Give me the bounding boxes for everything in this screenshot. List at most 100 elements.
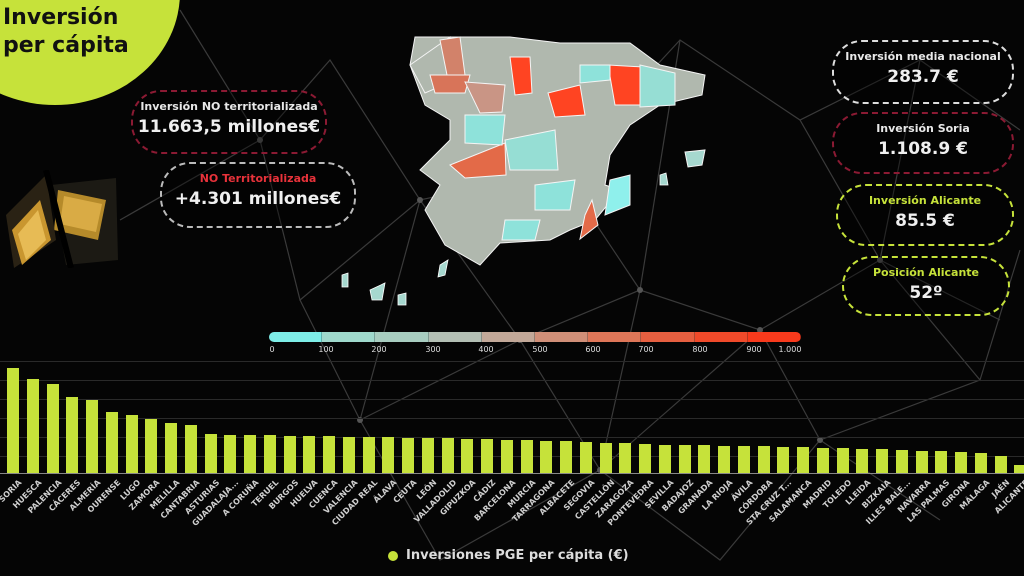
- gridline: [0, 418, 1024, 419]
- kpi-no-territorializada-delta: NO Territorializada +4.301 millones€: [160, 162, 356, 228]
- scale-step: [588, 332, 642, 342]
- title-line-2: per cápita: [3, 33, 129, 58]
- spain-province-map[interactable]: [330, 25, 740, 315]
- map-scale-ticks: 0 100 200 300 400 500 600 700 800 900 1.…: [262, 345, 807, 357]
- bar[interactable]: [362, 437, 375, 473]
- bar[interactable]: [560, 441, 572, 473]
- bar[interactable]: [263, 435, 276, 473]
- bar[interactable]: [915, 451, 928, 473]
- bar[interactable]: [66, 397, 79, 473]
- scale-step: [641, 332, 695, 342]
- kpi-label: Posición Alicante: [873, 266, 979, 279]
- bar[interactable]: [797, 447, 809, 473]
- scale-step: [747, 332, 801, 342]
- bar[interactable]: [481, 439, 493, 473]
- bar[interactable]: [1014, 465, 1024, 473]
- bar[interactable]: [816, 448, 829, 473]
- scale-tick: 700: [638, 345, 654, 354]
- bar[interactable]: [718, 446, 730, 473]
- scale-tick: 300: [425, 345, 441, 354]
- bar[interactable]: [184, 425, 197, 473]
- bar[interactable]: [421, 438, 434, 473]
- scale-step: [481, 332, 536, 342]
- bar[interactable]: [935, 451, 948, 473]
- kpi-value: 11.663,5 millones€: [137, 117, 321, 137]
- x-axis-labels: SORIA HUESCA PALENCIA CÁCERES ALMERÍA OURENSE…: [0, 476, 1024, 546]
- bar[interactable]: [658, 445, 671, 473]
- gridline: [0, 399, 1024, 400]
- bar[interactable]: [777, 447, 790, 473]
- bar[interactable]: [955, 452, 967, 473]
- kpi-no-territorializada: Inversión NO territorializada 11.663,5 m…: [131, 90, 327, 154]
- kpi-posicion-alicante: Posición Alicante 52º: [842, 256, 1010, 316]
- bar[interactable]: [500, 440, 513, 473]
- bar[interactable]: [678, 445, 691, 473]
- kpi-label: Inversión NO territorializada: [140, 100, 318, 113]
- scale-step: [322, 332, 376, 342]
- bar-chart: [0, 355, 1024, 475]
- bar[interactable]: [737, 446, 750, 473]
- bar[interactable]: [757, 446, 770, 473]
- bar[interactable]: [619, 443, 632, 473]
- kpi-media-nacional: Inversión media nacional 283.7 €: [832, 40, 1014, 104]
- title-line-1: Inversión: [3, 5, 119, 30]
- kpi-value: 85.5 €: [895, 211, 955, 231]
- bar[interactable]: [974, 453, 987, 473]
- scale-tick: 400: [478, 345, 494, 354]
- bar[interactable]: [165, 423, 177, 473]
- bar[interactable]: [639, 444, 651, 473]
- bar[interactable]: [204, 434, 217, 473]
- bar[interactable]: [520, 440, 533, 473]
- bar[interactable]: [698, 445, 711, 473]
- bar[interactable]: [540, 441, 553, 473]
- bar[interactable]: [836, 448, 849, 473]
- scale-tick: 900: [746, 345, 762, 354]
- scale-step: [694, 332, 748, 342]
- kpi-label: NO Territorializada: [199, 172, 317, 185]
- bar[interactable]: [382, 437, 395, 473]
- bar[interactable]: [86, 400, 98, 473]
- kpi-value: +4.301 millones€: [174, 189, 342, 209]
- bar[interactable]: [7, 368, 19, 473]
- kpi-label: Inversión Alicante: [868, 194, 982, 207]
- gridline: [0, 361, 1024, 362]
- kpi-soria: Inversión Soria 1.108.9 €: [832, 112, 1014, 174]
- scale-tick: 800: [692, 345, 708, 354]
- bar[interactable]: [145, 419, 158, 473]
- bar[interactable]: [244, 435, 256, 473]
- page-title: Inversión per cápita: [3, 4, 129, 60]
- gridline: [0, 380, 1024, 381]
- bar[interactable]: [224, 435, 237, 473]
- bar[interactable]: [599, 443, 612, 473]
- scale-tick: 200: [371, 345, 387, 354]
- map-color-scale: [269, 332, 801, 342]
- bar[interactable]: [303, 436, 316, 473]
- legend-label: Inversiones PGE per cápita (€): [406, 548, 629, 563]
- bar[interactable]: [856, 449, 869, 473]
- kpi-label: Inversión media nacional: [845, 50, 1001, 63]
- scale-step: [535, 332, 589, 342]
- bar[interactable]: [461, 439, 474, 473]
- x-axis: [0, 473, 1024, 474]
- bar[interactable]: [402, 438, 414, 473]
- scale-step: [375, 332, 429, 342]
- bar[interactable]: [579, 442, 592, 473]
- bar[interactable]: [895, 450, 908, 473]
- legend-marker-icon: [388, 550, 398, 561]
- bar[interactable]: [26, 379, 39, 473]
- scale-tick: 100: [318, 345, 334, 354]
- chart-legend[interactable]: Inversiones PGE per cápita (€): [388, 548, 629, 563]
- gridline: [0, 437, 1024, 438]
- bar[interactable]: [876, 449, 888, 473]
- scale-step: [428, 332, 482, 342]
- bar[interactable]: [105, 412, 118, 473]
- kpi-value: 52º: [909, 283, 943, 303]
- bar[interactable]: [441, 438, 454, 473]
- scale-tick: 600: [585, 345, 601, 354]
- bar[interactable]: [994, 456, 1007, 473]
- bar[interactable]: [125, 415, 138, 473]
- bar[interactable]: [323, 436, 335, 473]
- bar[interactable]: [342, 437, 355, 473]
- bar[interactable]: [283, 436, 296, 473]
- bar[interactable]: [46, 384, 59, 473]
